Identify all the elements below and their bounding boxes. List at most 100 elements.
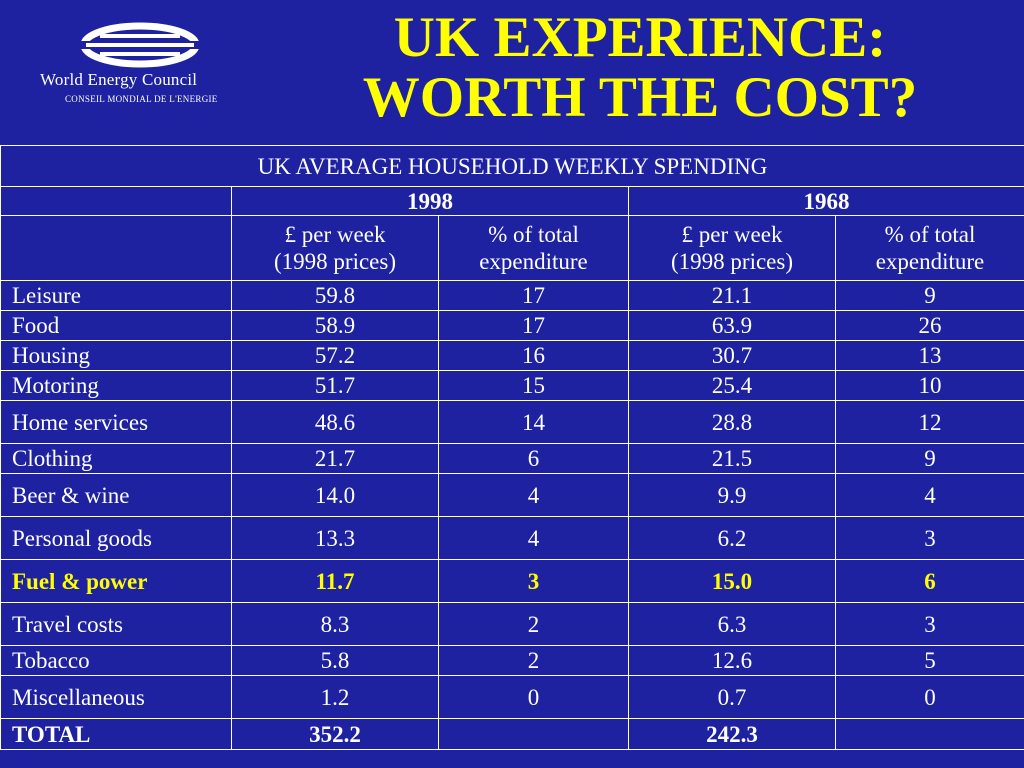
table-row: Housing 57.2 16 30.7 13 [0, 340, 1024, 371]
table-cell: 14 [438, 400, 629, 444]
total-cell [438, 718, 629, 750]
column-header-line: £ per week [681, 222, 783, 247]
organization-name: World Energy Council [40, 70, 198, 89]
row-label: Food [0, 310, 232, 341]
column-header: £ per week (1998 prices) [231, 215, 439, 281]
table-cell: 21.7 [231, 443, 439, 474]
table-cell: 17 [438, 280, 629, 311]
column-header-line: (1998 prices) [274, 249, 396, 274]
table-cell: 1.2 [231, 675, 439, 719]
column-header: % of total expenditure [438, 215, 629, 281]
table-row: Travel costs 8.3 2 6.3 3 [0, 602, 1024, 646]
row-label: Clothing [0, 443, 232, 474]
total-cell: 242.3 [628, 718, 836, 750]
row-label: Travel costs [0, 602, 232, 646]
table-cell: 63.9 [628, 310, 836, 341]
table-cell: 6.2 [628, 516, 836, 560]
empty-header-cell [0, 215, 232, 281]
table-cell: 4 [835, 473, 1024, 517]
title-line-1: UK EXPERIENCE: [393, 6, 887, 69]
table-cell: 0.7 [628, 675, 836, 719]
table-cell: 2 [438, 645, 629, 676]
column-header-line: expenditure [479, 249, 588, 274]
table-cell: 4 [438, 473, 629, 517]
column-header-line: % of total [488, 222, 579, 247]
table-cell: 0 [835, 675, 1024, 719]
column-header-line: £ per week [284, 222, 386, 247]
slide-title: UK EXPERIENCE: WORTH THE COST? [300, 8, 980, 128]
table-cell: 13 [835, 340, 1024, 371]
organization-subname: CONSEIL MONDIAL DE L'ENERGIE [65, 94, 218, 104]
table-cell: 5.8 [231, 645, 439, 676]
year-1968-header: 1968 [628, 186, 1024, 216]
table-cell: 6 [835, 559, 1024, 603]
table-cell: 8.3 [231, 602, 439, 646]
table-cell: 13.3 [231, 516, 439, 560]
table-row: Leisure 59.8 17 21.1 9 [0, 280, 1024, 311]
table-cell: 57.2 [231, 340, 439, 371]
row-label: Personal goods [0, 516, 232, 560]
total-cell [835, 718, 1024, 750]
table-cell: 3 [835, 516, 1024, 560]
table-cell: 25.4 [628, 370, 836, 401]
table-cell: 58.9 [231, 310, 439, 341]
column-header: £ per week (1998 prices) [628, 215, 836, 281]
globe-logo-icon [78, 22, 202, 68]
table-cell: 48.6 [231, 400, 439, 444]
row-label: Miscellaneous [0, 675, 232, 719]
empty-header-cell [0, 186, 232, 216]
world-energy-council-logo: World Energy Council CONSEIL MONDIAL DE … [40, 22, 240, 112]
table-cell: 59.8 [231, 280, 439, 311]
year-1998-header: 1998 [231, 186, 629, 216]
row-label: Tobacco [0, 645, 232, 676]
row-label: Motoring [0, 370, 232, 401]
table-cell: 15 [438, 370, 629, 401]
table-cell: 51.7 [231, 370, 439, 401]
table-row: Personal goods 13.3 4 6.2 3 [0, 516, 1024, 560]
table-row: Tobacco 5.8 2 12.6 5 [0, 645, 1024, 676]
table-cell: 6.3 [628, 602, 836, 646]
total-row: TOTAL 352.2 242.3 [0, 718, 1024, 750]
row-label: Housing [0, 340, 232, 371]
table-cell: 9 [835, 443, 1024, 474]
table-cell: 17 [438, 310, 629, 341]
table-cell: 5 [835, 645, 1024, 676]
table-cell: 10 [835, 370, 1024, 401]
table-row: Food 58.9 17 63.9 26 [0, 310, 1024, 341]
table-cell: 21.5 [628, 443, 836, 474]
table-row: Home services 48.6 14 28.8 12 [0, 400, 1024, 444]
total-label: TOTAL [0, 718, 232, 750]
table-cell: 9.9 [628, 473, 836, 517]
table-cell: 12 [835, 400, 1024, 444]
table-cell: 3 [835, 602, 1024, 646]
column-header-row: £ per week (1998 prices) % of total expend… [0, 215, 1024, 281]
table-row: Miscellaneous 1.2 0 0.7 0 [0, 675, 1024, 719]
table-cell: 30.7 [628, 340, 836, 371]
title-line-2: WORTH THE COST? [362, 66, 918, 129]
table-caption-row: UK AVERAGE HOUSEHOLD WEEKLY SPENDING [0, 145, 1024, 187]
column-header-line: % of total [884, 222, 976, 247]
row-label: Beer & wine [0, 473, 232, 517]
year-header-row: 1998 1968 [0, 186, 1024, 216]
column-header-line: expenditure [875, 249, 985, 274]
table-cell: 26 [835, 310, 1024, 341]
table-row: Motoring 51.7 15 25.4 10 [0, 370, 1024, 401]
spending-table: UK AVERAGE HOUSEHOLD WEEKLY SPENDING 199… [0, 145, 1024, 750]
table-cell: 15.0 [628, 559, 836, 603]
table-cell: 11.7 [231, 559, 439, 603]
table-row: Fuel & power 11.7 3 15.0 6 [0, 559, 1024, 603]
table-cell: 21.1 [628, 280, 836, 311]
table-cell: 12.6 [628, 645, 836, 676]
row-label: Home services [0, 400, 232, 444]
table-cell: 9 [835, 280, 1024, 311]
column-header-line: (1998 prices) [671, 249, 793, 274]
table-cell: 6 [438, 443, 629, 474]
table-caption: UK AVERAGE HOUSEHOLD WEEKLY SPENDING [0, 145, 1024, 187]
table-row: Clothing 21.7 6 21.5 9 [0, 443, 1024, 474]
row-label: Leisure [0, 280, 232, 311]
table-cell: 16 [438, 340, 629, 371]
table-cell: 28.8 [628, 400, 836, 444]
total-cell: 352.2 [231, 718, 439, 750]
table-cell: 2 [438, 602, 629, 646]
table-cell: 14.0 [231, 473, 439, 517]
